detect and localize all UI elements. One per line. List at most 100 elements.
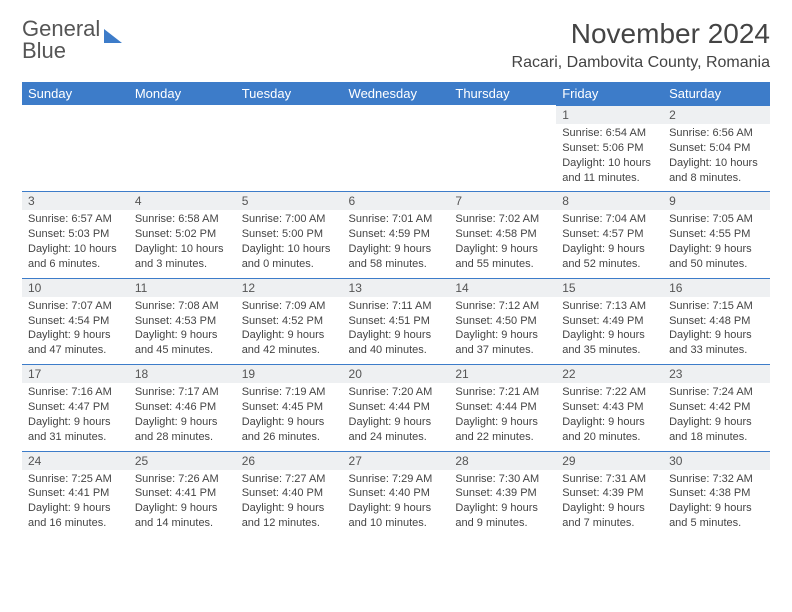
day-content: Sunrise: 7:00 AMSunset: 5:00 PMDaylight:… <box>236 210 343 277</box>
day-content: Sunrise: 7:08 AMSunset: 4:53 PMDaylight:… <box>129 297 236 364</box>
day-number: 15 <box>556 278 663 297</box>
month-title: November 2024 <box>512 18 770 50</box>
day-content: Sunrise: 7:01 AMSunset: 4:59 PMDaylight:… <box>343 210 450 277</box>
day-number: 29 <box>556 451 663 470</box>
calendar-cell: 15Sunrise: 7:13 AMSunset: 4:49 PMDayligh… <box>556 278 663 364</box>
brand-line2: Blue <box>22 40 100 62</box>
day-number: 22 <box>556 364 663 383</box>
day-number: 12 <box>236 278 343 297</box>
day-number: 11 <box>129 278 236 297</box>
day-content: Sunrise: 7:25 AMSunset: 4:41 PMDaylight:… <box>22 470 129 537</box>
day-content: Sunrise: 7:31 AMSunset: 4:39 PMDaylight:… <box>556 470 663 537</box>
day-number: 6 <box>343 191 450 210</box>
calendar-cell: 1Sunrise: 6:54 AMSunset: 5:06 PMDaylight… <box>556 105 663 191</box>
day-content: Sunrise: 7:17 AMSunset: 4:46 PMDaylight:… <box>129 383 236 450</box>
weekday-header: Thursday <box>449 82 556 105</box>
calendar-cell: 23Sunrise: 7:24 AMSunset: 4:42 PMDayligh… <box>663 364 770 450</box>
calendar-cell: 4Sunrise: 6:58 AMSunset: 5:02 PMDaylight… <box>129 191 236 277</box>
calendar-cell <box>343 105 450 191</box>
day-content: Sunrise: 6:56 AMSunset: 5:04 PMDaylight:… <box>663 124 770 191</box>
day-content: Sunrise: 7:11 AMSunset: 4:51 PMDaylight:… <box>343 297 450 364</box>
day-content: Sunrise: 7:20 AMSunset: 4:44 PMDaylight:… <box>343 383 450 450</box>
calendar-cell: 22Sunrise: 7:22 AMSunset: 4:43 PMDayligh… <box>556 364 663 450</box>
day-number: 8 <box>556 191 663 210</box>
weekday-header: Friday <box>556 82 663 105</box>
day-content: Sunrise: 7:27 AMSunset: 4:40 PMDaylight:… <box>236 470 343 537</box>
calendar-cell: 11Sunrise: 7:08 AMSunset: 4:53 PMDayligh… <box>129 278 236 364</box>
calendar-table: SundayMondayTuesdayWednesdayThursdayFrid… <box>22 82 770 537</box>
calendar-cell <box>236 105 343 191</box>
calendar-cell: 29Sunrise: 7:31 AMSunset: 4:39 PMDayligh… <box>556 451 663 537</box>
calendar-cell: 21Sunrise: 7:21 AMSunset: 4:44 PMDayligh… <box>449 364 556 450</box>
day-content: Sunrise: 7:21 AMSunset: 4:44 PMDaylight:… <box>449 383 556 450</box>
calendar-cell: 26Sunrise: 7:27 AMSunset: 4:40 PMDayligh… <box>236 451 343 537</box>
day-content: Sunrise: 7:09 AMSunset: 4:52 PMDaylight:… <box>236 297 343 364</box>
day-content: Sunrise: 7:16 AMSunset: 4:47 PMDaylight:… <box>22 383 129 450</box>
day-number: 30 <box>663 451 770 470</box>
day-content: Sunrise: 7:07 AMSunset: 4:54 PMDaylight:… <box>22 297 129 364</box>
day-content: Sunrise: 7:12 AMSunset: 4:50 PMDaylight:… <box>449 297 556 364</box>
calendar-cell: 17Sunrise: 7:16 AMSunset: 4:47 PMDayligh… <box>22 364 129 450</box>
calendar-cell <box>449 105 556 191</box>
calendar-cell: 9Sunrise: 7:05 AMSunset: 4:55 PMDaylight… <box>663 191 770 277</box>
calendar-cell: 6Sunrise: 7:01 AMSunset: 4:59 PMDaylight… <box>343 191 450 277</box>
day-number: 4 <box>129 191 236 210</box>
day-content: Sunrise: 7:15 AMSunset: 4:48 PMDaylight:… <box>663 297 770 364</box>
day-number: 7 <box>449 191 556 210</box>
day-content: Sunrise: 6:57 AMSunset: 5:03 PMDaylight:… <box>22 210 129 277</box>
brand-line1: General <box>22 18 100 40</box>
calendar-cell: 8Sunrise: 7:04 AMSunset: 4:57 PMDaylight… <box>556 191 663 277</box>
calendar-cell: 24Sunrise: 7:25 AMSunset: 4:41 PMDayligh… <box>22 451 129 537</box>
calendar-cell: 25Sunrise: 7:26 AMSunset: 4:41 PMDayligh… <box>129 451 236 537</box>
day-number: 2 <box>663 105 770 124</box>
calendar-cell: 12Sunrise: 7:09 AMSunset: 4:52 PMDayligh… <box>236 278 343 364</box>
brand-triangle-icon <box>104 29 122 43</box>
calendar-row: 3Sunrise: 6:57 AMSunset: 5:03 PMDaylight… <box>22 191 770 277</box>
day-number: 17 <box>22 364 129 383</box>
calendar-cell: 19Sunrise: 7:19 AMSunset: 4:45 PMDayligh… <box>236 364 343 450</box>
day-number: 10 <box>22 278 129 297</box>
calendar-cell: 2Sunrise: 6:56 AMSunset: 5:04 PMDaylight… <box>663 105 770 191</box>
calendar-row: 1Sunrise: 6:54 AMSunset: 5:06 PMDaylight… <box>22 105 770 191</box>
day-number: 5 <box>236 191 343 210</box>
day-number: 26 <box>236 451 343 470</box>
location-text: Racari, Dambovita County, Romania <box>512 54 770 72</box>
calendar-cell: 16Sunrise: 7:15 AMSunset: 4:48 PMDayligh… <box>663 278 770 364</box>
day-content: Sunrise: 7:13 AMSunset: 4:49 PMDaylight:… <box>556 297 663 364</box>
day-number: 3 <box>22 191 129 210</box>
calendar-cell: 13Sunrise: 7:11 AMSunset: 4:51 PMDayligh… <box>343 278 450 364</box>
weekday-header: Saturday <box>663 82 770 105</box>
day-content: Sunrise: 7:30 AMSunset: 4:39 PMDaylight:… <box>449 470 556 537</box>
calendar-cell: 14Sunrise: 7:12 AMSunset: 4:50 PMDayligh… <box>449 278 556 364</box>
day-content: Sunrise: 6:54 AMSunset: 5:06 PMDaylight:… <box>556 124 663 191</box>
day-number: 1 <box>556 105 663 124</box>
calendar-cell: 27Sunrise: 7:29 AMSunset: 4:40 PMDayligh… <box>343 451 450 537</box>
day-content: Sunrise: 7:32 AMSunset: 4:38 PMDaylight:… <box>663 470 770 537</box>
day-number: 14 <box>449 278 556 297</box>
day-content: Sunrise: 6:58 AMSunset: 5:02 PMDaylight:… <box>129 210 236 277</box>
calendar-row: 17Sunrise: 7:16 AMSunset: 4:47 PMDayligh… <box>22 364 770 450</box>
day-number: 20 <box>343 364 450 383</box>
weekday-header: Sunday <box>22 82 129 105</box>
day-number: 18 <box>129 364 236 383</box>
day-number: 21 <box>449 364 556 383</box>
header-bar: General Blue November 2024 Racari, Dambo… <box>22 18 770 72</box>
day-number: 13 <box>343 278 450 297</box>
weekday-header-row: SundayMondayTuesdayWednesdayThursdayFrid… <box>22 82 770 105</box>
calendar-cell: 28Sunrise: 7:30 AMSunset: 4:39 PMDayligh… <box>449 451 556 537</box>
brand-logo: General Blue <box>22 18 122 62</box>
calendar-body: 1Sunrise: 6:54 AMSunset: 5:06 PMDaylight… <box>22 105 770 537</box>
day-number: 9 <box>663 191 770 210</box>
day-content: Sunrise: 7:04 AMSunset: 4:57 PMDaylight:… <box>556 210 663 277</box>
day-number: 24 <box>22 451 129 470</box>
calendar-cell: 18Sunrise: 7:17 AMSunset: 4:46 PMDayligh… <box>129 364 236 450</box>
weekday-header: Wednesday <box>343 82 450 105</box>
weekday-header: Tuesday <box>236 82 343 105</box>
day-content: Sunrise: 7:24 AMSunset: 4:42 PMDaylight:… <box>663 383 770 450</box>
calendar-cell <box>129 105 236 191</box>
day-content: Sunrise: 7:22 AMSunset: 4:43 PMDaylight:… <box>556 383 663 450</box>
day-content: Sunrise: 7:19 AMSunset: 4:45 PMDaylight:… <box>236 383 343 450</box>
day-number: 16 <box>663 278 770 297</box>
calendar-row: 10Sunrise: 7:07 AMSunset: 4:54 PMDayligh… <box>22 278 770 364</box>
day-number: 19 <box>236 364 343 383</box>
